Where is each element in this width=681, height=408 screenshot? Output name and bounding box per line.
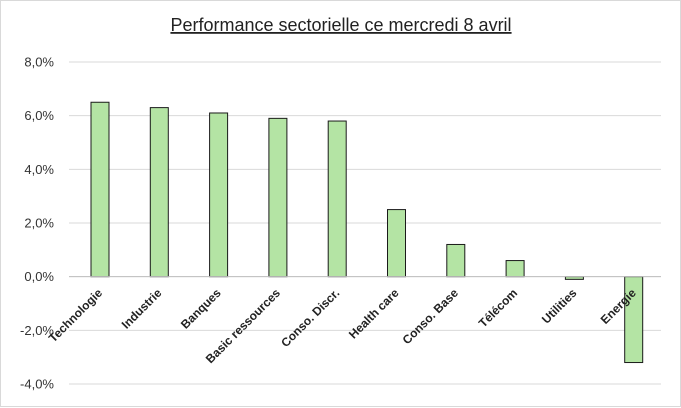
x-category-label: Technologie (46, 286, 105, 345)
x-category-label: Utilities (539, 286, 580, 327)
bar (327, 120, 347, 278)
bar (149, 107, 169, 278)
bar (387, 209, 406, 278)
bar (268, 117, 288, 278)
y-tick-label: -2,0% (20, 323, 54, 338)
y-axis-ticks: 8,0% 6,0% 4,0% 2,0% 0,0% -2,0% -4,0% (20, 55, 54, 392)
y-tick-label: 8,0% (24, 55, 54, 70)
bar (90, 101, 110, 278)
y-tick-label: 2,0% (24, 216, 54, 231)
bar (446, 243, 466, 278)
chart-title: Performance sectorielle ce mercredi 8 av… (170, 15, 511, 35)
x-category-label: Health care (346, 286, 402, 342)
bar (505, 260, 525, 278)
x-category-label: Télécom (476, 286, 520, 330)
x-category-label: Conso. Base (400, 286, 462, 348)
y-tick-label: 6,0% (24, 108, 54, 123)
y-tick-label: 4,0% (24, 162, 54, 177)
x-category-label: Banques (178, 286, 224, 332)
y-tick-label: -4,0% (20, 377, 54, 392)
bars (90, 101, 644, 364)
x-category-label: Conso. Discr. (278, 286, 342, 350)
y-tick-label: 0,0% (24, 269, 54, 284)
bar (209, 112, 229, 278)
x-category-label: Industrie (119, 286, 165, 332)
